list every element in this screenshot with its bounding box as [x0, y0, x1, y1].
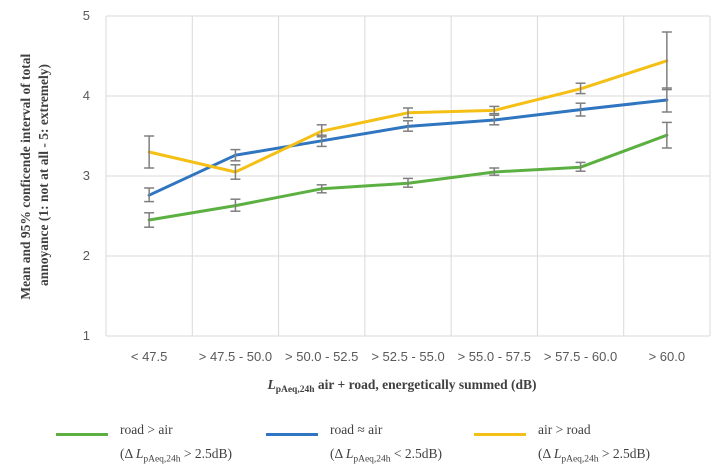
series-lines — [147, 59, 669, 222]
x-tick-labels: < 47.5 > 47.5 - 50.0 > 50.0 - 52.5 > 52.5 -… — [131, 349, 685, 364]
legend-condition-sub: pAeq,24h — [561, 454, 599, 465]
legend-condition-prefix: (Δ — [120, 446, 136, 461]
error-bar — [489, 114, 500, 126]
error-bar — [230, 164, 241, 180]
error-bar — [144, 135, 155, 169]
legend-label: road > air — [120, 422, 173, 437]
x-tick-label: > 55.0 - 57.5 — [458, 349, 531, 364]
legend-condition-suffix: > 2.5dB) — [180, 446, 233, 461]
error-bar — [403, 177, 413, 188]
error-bar — [230, 198, 241, 212]
series-line-0 — [147, 133, 669, 222]
x-tick-label: > 50.0 - 52.5 — [285, 349, 358, 364]
legend-condition: (Δ LpAeq,24h < 2.5dB) — [330, 446, 442, 465]
error-bar — [489, 105, 500, 115]
error-bar — [403, 107, 413, 119]
error-bar — [661, 31, 672, 91]
legend-swatch — [474, 433, 526, 436]
x-tick-label: > 52.5 - 55.0 — [371, 349, 444, 364]
legend-condition-sub: pAeq,24h — [353, 454, 391, 465]
legend-label: air > road — [538, 422, 591, 437]
y-tick-label: 4 — [83, 88, 90, 103]
legend-condition-prefix: (Δ — [538, 446, 554, 461]
x-tick-label: > 60.0 — [649, 349, 686, 364]
y-axis-title: Mean and 95% conficende interval of tota… — [18, 50, 51, 299]
error-bar — [316, 124, 327, 138]
legend-condition: (Δ LpAeq,24h > 2.5dB) — [538, 446, 650, 465]
x-axis-title: LpAeq,24h air + road, energetically summ… — [266, 377, 536, 395]
legend-condition-var: L — [135, 446, 144, 461]
legend: road > air (Δ LpAeq,24h > 2.5dB) road ≈ … — [0, 420, 720, 469]
error-bar — [489, 167, 500, 176]
error-bar — [575, 161, 586, 172]
x-tick-label: > 47.5 - 50.0 — [199, 349, 272, 364]
y-tick-labels: 1 2 3 4 5 — [83, 8, 90, 343]
gridlines — [105, 15, 711, 337]
legend-condition-sub: pAeq,24h — [143, 454, 181, 465]
error-bar — [230, 148, 241, 162]
error-bar — [144, 187, 155, 203]
error-bar — [316, 184, 327, 194]
x-tick-label: > 57.5 - 60.0 — [544, 349, 617, 364]
legend-label: road ≈ air — [330, 422, 383, 437]
y-tick-label: 1 — [83, 328, 90, 343]
x-axis-title-rest: air + road, energetically summed (dB) — [315, 377, 537, 392]
error-bar — [661, 121, 672, 149]
legend-swatch — [56, 433, 108, 436]
y-tick-label: 2 — [83, 248, 90, 263]
x-tick-label: < 47.5 — [131, 349, 168, 364]
x-axis-title-sub: pAeq,24h — [276, 385, 316, 395]
x-axis-title-var: L — [266, 377, 275, 392]
legend-swatch — [266, 433, 318, 436]
y-tick-label: 5 — [83, 8, 90, 23]
error-bar — [144, 212, 155, 228]
line-chart: 1 2 3 4 5 < 47.5 > 47.5 - 50.0 > 50.0 - 52.5 > … — [18, 8, 711, 395]
error-bar — [403, 120, 413, 132]
error-bars — [144, 31, 672, 228]
legend-condition-var: L — [345, 446, 354, 461]
legend-condition-var: L — [553, 446, 562, 461]
y-axis-title-line2: annoyance (1: not at all - 5: extremely) — [36, 64, 51, 286]
y-axis-title-line1: Mean and 95% conficende interval of tota… — [18, 53, 33, 299]
legend-condition-suffix: > 2.5dB) — [598, 446, 651, 461]
y-tick-label: 3 — [83, 168, 90, 183]
error-bar — [575, 82, 586, 95]
legend-condition-suffix: < 2.5dB) — [390, 446, 443, 461]
error-bar — [575, 102, 586, 117]
legend-condition-prefix: (Δ — [330, 446, 346, 461]
legend-condition: (Δ LpAeq,24h > 2.5dB) — [120, 446, 232, 465]
